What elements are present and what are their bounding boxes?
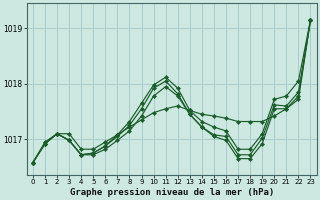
X-axis label: Graphe pression niveau de la mer (hPa): Graphe pression niveau de la mer (hPa) — [69, 188, 274, 197]
